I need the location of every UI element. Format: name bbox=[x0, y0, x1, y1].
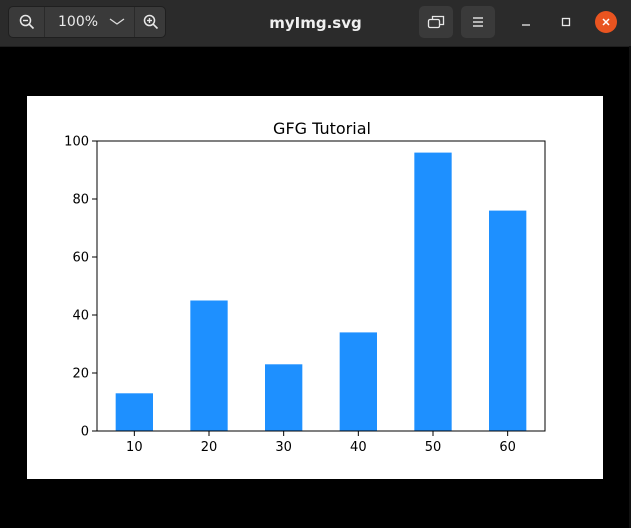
zoom-level-dropdown[interactable]: 100% bbox=[45, 7, 141, 37]
header-bar: 100% myImg.svg bbox=[0, 0, 631, 47]
chevron-down-icon bbox=[109, 18, 125, 25]
x-tick-label: 30 bbox=[275, 440, 292, 455]
y-tick-label: 40 bbox=[72, 309, 89, 324]
maximize-icon bbox=[561, 17, 571, 27]
zoom-out-icon bbox=[19, 14, 34, 30]
minimize-button[interactable] bbox=[515, 11, 537, 33]
y-tick-label: 0 bbox=[81, 425, 89, 440]
x-tick-label: 40 bbox=[350, 440, 367, 455]
zoom-in-icon bbox=[143, 14, 158, 30]
zoom-control: 100% bbox=[8, 6, 166, 38]
x-tick-label: 10 bbox=[126, 440, 143, 455]
x-tick-label: 50 bbox=[425, 440, 442, 455]
y-tick-label: 80 bbox=[72, 193, 89, 208]
close-button[interactable] bbox=[595, 11, 617, 33]
plot-frame bbox=[96, 140, 546, 432]
bar-50 bbox=[414, 152, 452, 431]
y-tick-label: 100 bbox=[64, 135, 89, 150]
scrollbar-edge bbox=[629, 46, 631, 528]
maximize-button[interactable] bbox=[555, 11, 577, 33]
zoom-in-button[interactable] bbox=[135, 7, 166, 37]
view-toggle-button[interactable] bbox=[419, 6, 453, 38]
zoom-out-button[interactable] bbox=[9, 7, 44, 37]
bar-chart: GFG Tutorial 0 20 40 60 80 100 10 20 30 40 50 60 bbox=[64, 119, 546, 455]
window-restore-icon bbox=[427, 15, 445, 29]
hamburger-menu-icon bbox=[473, 17, 483, 27]
close-icon bbox=[602, 18, 610, 26]
bar-10 bbox=[115, 393, 153, 431]
main-menu-button[interactable] bbox=[461, 6, 495, 38]
chart-title: GFG Tutorial bbox=[273, 119, 371, 138]
bar-60 bbox=[489, 210, 527, 431]
y-tick-label: 60 bbox=[72, 251, 89, 266]
x-tick-label: 60 bbox=[499, 440, 516, 455]
x-tick-label: 20 bbox=[201, 440, 218, 455]
bar-20 bbox=[190, 300, 228, 431]
bar-40 bbox=[339, 332, 377, 431]
bar-30 bbox=[265, 364, 303, 431]
y-tick-label: 20 bbox=[72, 367, 89, 382]
zoom-level-label: 100% bbox=[58, 14, 99, 30]
minimize-icon bbox=[522, 24, 530, 26]
image-canvas: GFG Tutorial 0 20 40 60 80 100 10 20 30 40 50 60 bbox=[27, 96, 603, 479]
